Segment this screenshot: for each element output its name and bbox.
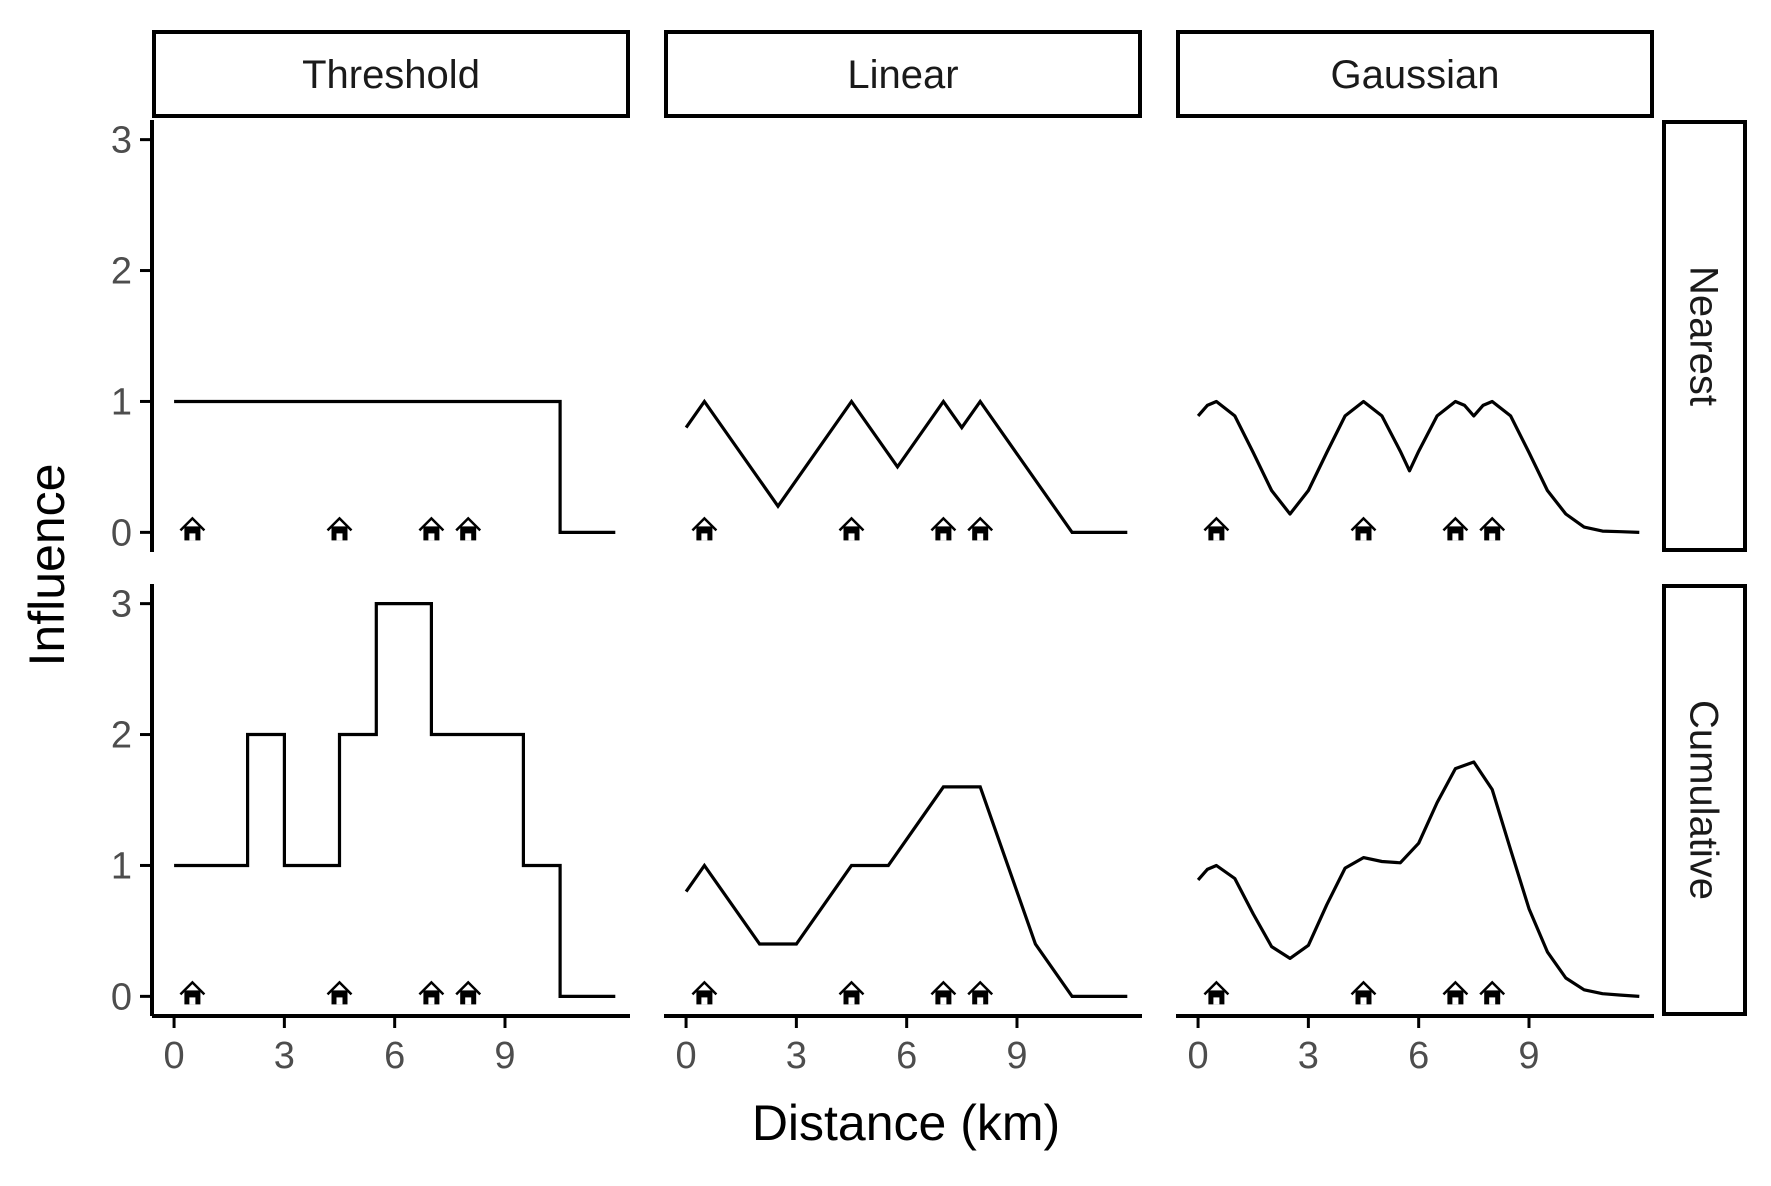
strip-box (1662, 584, 1747, 1016)
house-icon (1479, 516, 1506, 541)
house-icon (1350, 516, 1377, 541)
house-icon (1479, 980, 1506, 1005)
y-tick-label: 1 (111, 845, 132, 887)
x-tick-label: 6 (896, 1035, 917, 1077)
x-tick-label: 3 (786, 1035, 807, 1077)
strip-box (152, 30, 630, 118)
y-tick-label: 0 (111, 512, 132, 554)
house-markers (179, 516, 1506, 1005)
house-icon (418, 980, 445, 1005)
house-icon (1442, 980, 1469, 1005)
y-tick-label: 0 (111, 976, 132, 1018)
house-icon (1442, 516, 1469, 541)
strip-linear: Linear (664, 30, 1142, 118)
y-tick-label: 3 (111, 584, 132, 626)
y-tick-label: 3 (111, 120, 132, 162)
house-icon (838, 980, 865, 1005)
house-icon (967, 980, 994, 1005)
house-icon (455, 516, 482, 541)
strip-box (1176, 30, 1654, 118)
house-icon (326, 980, 353, 1005)
house-icon (179, 516, 206, 541)
y-tick-label: 2 (111, 715, 132, 757)
strip-box (664, 30, 1142, 118)
house-icon (1350, 980, 1377, 1005)
strip-gaussian: Gaussian (1176, 30, 1654, 118)
strip-label-gaussian: Gaussian (1331, 53, 1500, 97)
x-tick-label: 6 (384, 1035, 405, 1077)
x-tick-label: 0 (1187, 1035, 1208, 1077)
line-cumulative-threshold (174, 602, 616, 998)
line-nearest-threshold (174, 399, 616, 534)
axes: 0 1 2 3 0 1 2 3 0 3 6 9 0 3 6 9 0 3 6 9 (111, 120, 1654, 1077)
x-tick-label: 9 (1006, 1035, 1027, 1077)
x-tick-label: 6 (1408, 1035, 1429, 1077)
house-icon (930, 516, 957, 541)
strip-label-linear: Linear (847, 53, 958, 97)
line-cumulative-gaussian (1196, 760, 1640, 998)
strip-label-threshold: Threshold (302, 53, 480, 97)
strip-nearest: Nearest (1662, 120, 1747, 552)
house-icon (691, 516, 718, 541)
series-lines (174, 398, 1640, 998)
x-tick-label: 3 (1298, 1035, 1319, 1077)
strip-label-nearest: Nearest (1682, 266, 1726, 406)
line-nearest-linear (684, 398, 1128, 534)
x-tick-label: 3 (274, 1035, 295, 1077)
house-icon (930, 980, 957, 1005)
line-cumulative-linear (684, 785, 1128, 998)
y-tick-label: 1 (111, 381, 132, 423)
facet-strips: Threshold Linear Gaussian Nearest Cumulative (152, 30, 1747, 1016)
house-icon (967, 516, 994, 541)
strip-label-cumulative: Cumulative (1682, 700, 1726, 900)
house-icon (691, 980, 718, 1005)
house-icon (455, 980, 482, 1005)
strip-cumulative: Cumulative (1662, 584, 1747, 1016)
x-tick-label: 0 (675, 1035, 696, 1077)
house-icon (326, 516, 353, 541)
house-icon (179, 980, 206, 1005)
house-icon (1203, 516, 1230, 541)
house-icon (838, 516, 865, 541)
strip-box (1662, 120, 1747, 552)
y-tick-label: 2 (111, 251, 132, 293)
house-icon (1203, 980, 1230, 1005)
strip-threshold: Threshold (152, 30, 630, 118)
x-axis-title: Distance (km) (752, 1095, 1060, 1151)
line-nearest-gaussian (1196, 399, 1640, 534)
x-tick-label: 0 (163, 1035, 184, 1077)
x-tick-label: 9 (1518, 1035, 1539, 1077)
y-axis-title: Influence (19, 464, 75, 667)
x-tick-label: 9 (494, 1035, 515, 1077)
house-icon (418, 516, 445, 541)
